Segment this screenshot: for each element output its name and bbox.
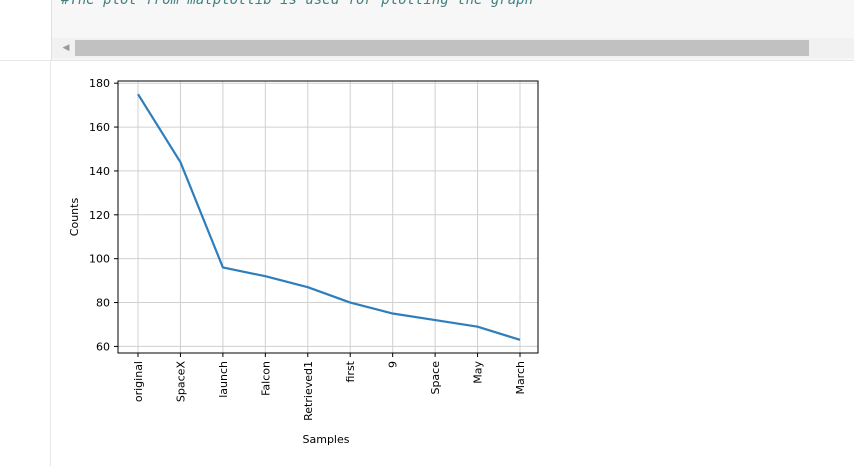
code-editor[interactable]: #The plot from matplotlib is used for pl… xyxy=(51,0,854,60)
code-comment: #The plot from matplotlib is used for pl… xyxy=(61,0,534,8)
x-tick-label: launch xyxy=(217,361,230,398)
y-tick-label: 60 xyxy=(96,340,110,353)
output-prompt-gutter xyxy=(0,61,51,466)
x-tick-label: original xyxy=(132,361,145,402)
y-axis-label: Counts xyxy=(68,198,81,237)
cell-output: 60 80 100 120 140 160 180 original SpaceX launch F… xyxy=(51,61,854,466)
code-cell: #The plot from matplotlib is used for pl… xyxy=(0,0,854,60)
y-tick-label: 120 xyxy=(89,209,110,222)
y-tick-label: 100 xyxy=(89,253,110,266)
x-tick-label: first xyxy=(344,360,357,382)
plot-frame xyxy=(117,80,539,354)
horizontal-scrollbar[interactable]: ◀ xyxy=(52,38,854,58)
cell-divider xyxy=(0,60,854,61)
x-tick-label: May xyxy=(472,361,485,384)
line-chart: 60 80 100 120 140 160 180 original SpaceX launch F… xyxy=(68,77,539,446)
x-tick-label: Space xyxy=(429,361,442,395)
series-line xyxy=(137,93,521,341)
y-tick-label: 140 xyxy=(89,165,110,178)
scroll-left-icon[interactable]: ◀ xyxy=(62,43,70,53)
x-tick-label: March xyxy=(514,361,527,395)
y-tick-label: 180 xyxy=(89,77,110,90)
input-prompt-gutter xyxy=(0,0,51,60)
y-tick-label: 160 xyxy=(89,121,110,134)
x-tick-label: Retrieved1 xyxy=(302,361,315,421)
x-tick-label: Falcon xyxy=(259,361,272,396)
x-axis-label: Samples xyxy=(303,433,350,446)
plot-area xyxy=(118,81,538,353)
y-tick-label: 80 xyxy=(96,297,110,310)
scrollbar-thumb[interactable] xyxy=(75,40,809,56)
x-tick-label: 9 xyxy=(387,361,400,368)
x-tick-label: SpaceX xyxy=(174,361,187,403)
